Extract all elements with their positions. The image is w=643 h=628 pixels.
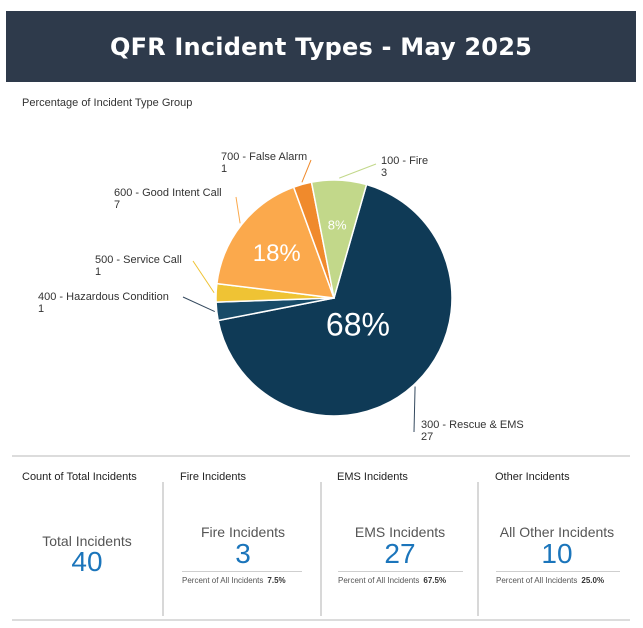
total-incidents-card: Count of Total Incidents Total Incidents… bbox=[12, 458, 162, 618]
card-value: 40 bbox=[71, 546, 103, 577]
top-divider bbox=[12, 455, 630, 457]
card-separator bbox=[320, 482, 322, 616]
percent-value: 7.5% bbox=[267, 576, 286, 585]
percent-value: 67.5% bbox=[423, 576, 447, 585]
leader-line bbox=[192, 260, 215, 294]
percent-value: 25.0% bbox=[581, 576, 605, 585]
slice-label: 500 - Service Call bbox=[95, 254, 182, 266]
slice-value: 3 bbox=[381, 167, 387, 179]
slice-value: 27 bbox=[421, 431, 433, 443]
report-title: QFR Incident Types - May 2025 bbox=[110, 32, 532, 61]
card-title: EMS Incidents bbox=[337, 471, 408, 483]
slice-label: 400 - Hazardous Condition bbox=[38, 291, 169, 303]
slice-label: 100 - Fire bbox=[381, 155, 428, 167]
card-label: Fire Incidents bbox=[200, 524, 286, 540]
card-label: Total Incidents bbox=[42, 533, 132, 549]
slice-percent: 18% bbox=[253, 240, 301, 267]
percent-row: Percent of All Incidents 7.5% bbox=[182, 571, 302, 585]
pie-slice bbox=[216, 186, 336, 299]
report-header: QFR Incident Types - May 2025 bbox=[6, 11, 636, 82]
percent-label: Percent of All Incidents bbox=[496, 576, 578, 585]
slice-value: 1 bbox=[95, 266, 101, 278]
leader-line bbox=[301, 159, 312, 183]
other-incidents-card: Other Incidents All Other Incidents 10 P… bbox=[482, 458, 632, 618]
bottom-divider bbox=[12, 619, 630, 621]
slice-percent: 8% bbox=[328, 217, 347, 232]
slice-label: 700 - False Alarm bbox=[221, 151, 307, 163]
card-value: 3 bbox=[235, 538, 251, 569]
slice-value: 1 bbox=[221, 163, 227, 175]
card-separator bbox=[162, 482, 164, 616]
card-title: Other Incidents bbox=[495, 471, 570, 483]
leader-line bbox=[235, 196, 241, 224]
ems-incidents-card: EMS Incidents EMS Incidents 27 Percent o… bbox=[325, 458, 475, 618]
leader-line bbox=[339, 163, 377, 179]
percent-row: Percent of All Incidents 67.5% bbox=[338, 571, 463, 585]
slice-label: 600 - Good Intent Call bbox=[114, 187, 222, 199]
percent-row: Percent of All Incidents 25.0% bbox=[496, 571, 620, 585]
slice-value: 1 bbox=[38, 303, 44, 315]
leader-line bbox=[182, 296, 215, 313]
card-label: EMS Incidents bbox=[354, 524, 446, 540]
percent-label: Percent of All Incidents bbox=[182, 576, 264, 585]
slice-percent: 68% bbox=[326, 306, 390, 342]
pie-slice bbox=[310, 179, 368, 299]
card-label: All Other Incidents bbox=[499, 524, 615, 540]
slice-label: 300 - Rescue & EMS bbox=[421, 419, 524, 431]
card-title: Fire Incidents bbox=[180, 471, 247, 483]
card-value: 10 bbox=[541, 538, 573, 569]
card-value: 27 bbox=[384, 538, 416, 569]
card-separator bbox=[477, 482, 479, 616]
pie-slice bbox=[217, 183, 453, 417]
leader-line bbox=[413, 386, 416, 433]
fire-incidents-card: Fire Incidents Fire Incidents 3 Percent … bbox=[168, 458, 318, 618]
chart-title: Percentage of Incident Type Group bbox=[22, 97, 193, 109]
percent-label: Percent of All Incidents bbox=[338, 576, 420, 585]
slice-value: 7 bbox=[114, 199, 120, 211]
card-title: Count of Total Incidents bbox=[22, 471, 137, 483]
